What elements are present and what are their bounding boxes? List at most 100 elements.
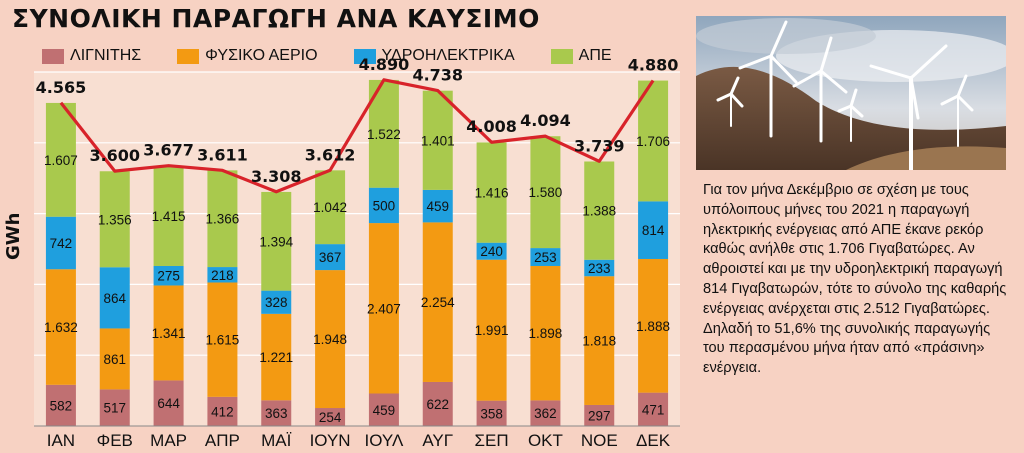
caption-text: Για τον μήνα Δεκέμβριο σε σχέση με τους … xyxy=(703,182,1007,377)
data-label: 1.042 xyxy=(313,200,347,215)
legend-label-lignite: ΛΙΓΝΙΤΗΣ xyxy=(70,47,142,64)
data-label: 240 xyxy=(480,244,503,259)
data-label: 2.407 xyxy=(367,301,401,316)
data-label: 254 xyxy=(319,410,342,425)
legend-swatch-lignite xyxy=(42,48,64,64)
bar-segment xyxy=(476,259,507,401)
total-label: 3.600 xyxy=(89,146,140,165)
bar-segment xyxy=(638,80,669,202)
total-label: 4.880 xyxy=(628,55,679,74)
bar-segment xyxy=(153,265,184,286)
data-label: 2.254 xyxy=(421,295,455,310)
bar-segment xyxy=(530,400,561,426)
data-label: 1.522 xyxy=(367,127,401,142)
bar-segment xyxy=(638,392,669,426)
chart-legend: ΛΙΓΝΙΤΗΣ ΦΥΣΙΚΟ ΑΕΡΙΟ ΥΔΡΟΗΛΕΚΤΡΙΚΑ ΑΠΕ xyxy=(42,47,648,65)
bar-segment xyxy=(207,267,238,283)
data-label: 412 xyxy=(211,404,234,419)
data-label: 582 xyxy=(50,398,73,413)
total-line xyxy=(59,78,655,194)
bar-segment xyxy=(153,380,184,426)
bar-segment xyxy=(476,400,507,426)
bar-segment xyxy=(584,161,615,260)
legend-swatch-res xyxy=(550,48,573,64)
data-label: 297 xyxy=(588,408,611,423)
bar-segment xyxy=(99,389,130,426)
data-label: 1.580 xyxy=(529,185,563,200)
legend-swatch-hydro xyxy=(353,48,376,64)
x-tick-label: ΔΕΚ xyxy=(636,431,671,450)
data-label: 1.615 xyxy=(206,333,240,348)
bar-segment xyxy=(261,191,292,291)
data-label: 363 xyxy=(265,406,288,421)
x-tick-label: ΑΠΡ xyxy=(205,431,240,450)
stacked-bar-chart: 582 1.632 742 1.607 ΙΑΝ 517 861 864 1.356 ΦΕΒ 644 1… xyxy=(34,55,680,450)
bar-segment xyxy=(261,400,292,426)
data-label: 1.898 xyxy=(529,326,563,341)
data-label: 275 xyxy=(157,269,180,284)
data-label: 328 xyxy=(265,295,288,310)
data-label: 358 xyxy=(480,406,503,421)
bar-segment xyxy=(45,216,76,270)
data-label: 253 xyxy=(534,250,557,265)
bar-segment xyxy=(207,170,238,268)
bar-segment xyxy=(261,290,292,314)
bar-segment xyxy=(530,136,561,249)
bar-segment xyxy=(315,408,346,426)
bar-segment xyxy=(261,313,292,401)
total-label: 4.738 xyxy=(412,66,463,85)
data-label: 1.388 xyxy=(582,204,616,219)
data-label: 1.948 xyxy=(313,332,347,347)
x-tick-label: ΙΟΥΛ xyxy=(364,431,403,450)
data-label: 622 xyxy=(426,397,449,412)
bar-segment xyxy=(315,170,346,245)
bar-segment xyxy=(153,165,184,266)
total-label: 4.890 xyxy=(359,55,410,74)
bar-segment xyxy=(45,384,76,426)
total-label: 3.677 xyxy=(143,141,194,160)
data-label: 644 xyxy=(157,396,180,411)
x-tick-label: ΑΥΓ xyxy=(422,431,453,450)
x-tick-label: ΙΑΝ xyxy=(47,431,75,450)
bar-segment xyxy=(45,102,76,217)
bar-segment xyxy=(99,171,130,268)
legend-swatch-gas xyxy=(177,48,200,64)
data-label: 1.394 xyxy=(259,234,293,249)
data-label: 1.818 xyxy=(582,334,616,349)
total-label: 3.308 xyxy=(251,167,302,186)
bar-segment xyxy=(315,270,346,409)
total-label: 3.612 xyxy=(305,145,356,164)
data-label: 500 xyxy=(373,198,396,213)
bar-segment xyxy=(584,404,615,426)
legend-item-res: ΑΠΕ xyxy=(550,47,612,65)
data-label: 1.341 xyxy=(152,326,186,341)
data-label: 1.356 xyxy=(98,212,132,227)
wind-turbines-photo xyxy=(696,16,1006,170)
x-tick-label: ΝΟΕ xyxy=(581,431,618,450)
data-label: 1.221 xyxy=(259,350,293,365)
bar-segment xyxy=(422,189,453,223)
x-tick-label: ΜΑΡ xyxy=(150,431,187,450)
total-label: 3.611 xyxy=(197,145,248,164)
data-label: 1.416 xyxy=(475,186,509,201)
bar-segment xyxy=(638,258,669,393)
total-label: 4.565 xyxy=(36,78,87,97)
data-label: 233 xyxy=(588,261,611,276)
data-label: 471 xyxy=(642,402,665,417)
bar-segment xyxy=(368,393,399,426)
data-label: 864 xyxy=(103,291,126,306)
data-label: 218 xyxy=(211,268,234,283)
bar-segment xyxy=(422,222,453,382)
x-tick-label: ΣΕΠ xyxy=(475,431,509,450)
data-label: 1.366 xyxy=(206,212,240,227)
data-label: 1.607 xyxy=(44,153,78,168)
legend-item-lignite: ΛΙΓΝΙΤΗΣ xyxy=(42,47,141,65)
data-label: 459 xyxy=(373,403,396,418)
x-tick-label: ΟΚΤ xyxy=(528,431,563,450)
legend-label-gas: ΦΥΣΙΚΟ ΑΕΡΙΟ xyxy=(205,47,318,64)
legend-label-res: ΑΠΕ xyxy=(578,47,612,64)
data-label: 362 xyxy=(534,406,557,421)
data-label: 742 xyxy=(50,236,73,251)
bar-segment xyxy=(153,285,184,381)
bar-segment xyxy=(368,187,399,224)
